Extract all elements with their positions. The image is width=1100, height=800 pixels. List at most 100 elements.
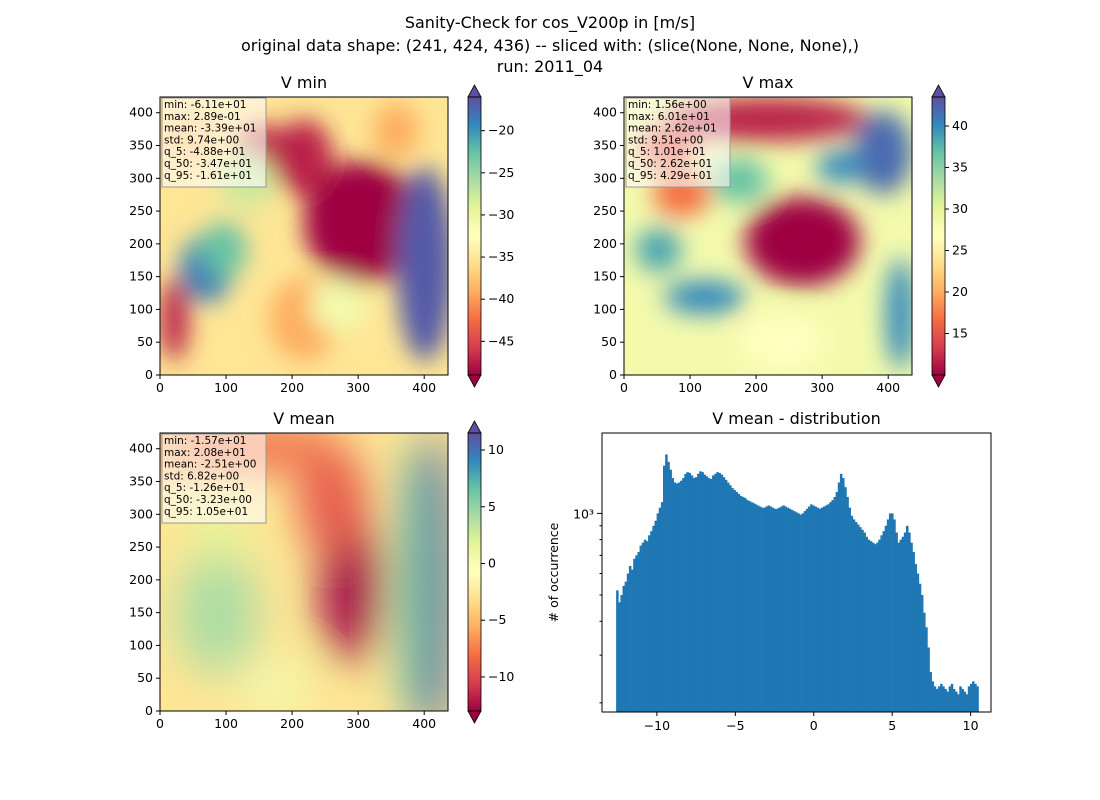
colorbar-extend-bottom [467, 374, 482, 388]
histogram-bar [741, 496, 745, 712]
x-tick-label: 0 [810, 718, 818, 733]
stats-line: std: 9.51e+00 [628, 134, 703, 146]
histogram-bar [675, 483, 679, 712]
histogram-bar [816, 507, 819, 712]
histogram-bar [976, 686, 979, 712]
histogram-bar [726, 482, 730, 712]
histogram-bar [914, 564, 918, 712]
histogram-bar [852, 519, 856, 712]
colorbar: −45 −40 −35 −30 −25 −20 [467, 84, 514, 388]
histogram-bar [925, 627, 928, 712]
histogram-bar [658, 507, 662, 712]
histogram-bar [805, 508, 809, 712]
histogram-bar [788, 508, 792, 712]
y-tick-label: 400 [593, 105, 617, 120]
histogram-bar [871, 542, 875, 712]
histogram-bar [669, 469, 672, 712]
axes-frame [623, 96, 913, 376]
x-tick-label: 400 [876, 380, 900, 395]
histogram-bar [793, 511, 796, 712]
y-tick-label: 100 [593, 301, 617, 316]
histogram-bar [686, 472, 689, 712]
histogram-bar [718, 472, 721, 712]
histogram-bar [765, 506, 768, 712]
heatmap-field [160, 97, 448, 375]
histogram-bar [901, 536, 905, 712]
heatmap-blob [309, 277, 368, 334]
histogram-bar [952, 688, 956, 712]
histogram-bar [716, 472, 719, 712]
histogram-bar [831, 500, 834, 712]
histogram-bar [886, 519, 890, 712]
histogram-bar [874, 544, 877, 712]
stats-line: mean: -2.51e+00 [164, 459, 256, 471]
histogram-bar [908, 532, 911, 712]
histogram-bar [635, 555, 638, 712]
stats-line: q_95: 1.05e+01 [164, 506, 248, 518]
histogram-bar [818, 508, 822, 712]
heatmap-blob [240, 660, 310, 711]
y-tick-label: 400 [129, 441, 153, 456]
histogram-bar [810, 504, 813, 712]
histogram-bar [865, 536, 869, 712]
histogram-bar [846, 496, 849, 712]
x-tick-label: 100 [678, 380, 702, 395]
histogram-bar [616, 590, 619, 712]
heatmap-panel-1: 0 100 200 300 400 0 50 100 150 200 250 300 350 400 V m… [593, 73, 968, 395]
histogram-bar [910, 542, 913, 712]
colorbar-tick-label: −25 [488, 165, 514, 180]
histogram-bar [703, 474, 707, 712]
histogram-bar [667, 461, 670, 712]
histogram-bar [737, 493, 741, 712]
figure-title-line1: Sanity-Check for cos_V200p in [m/s] [405, 13, 695, 33]
y-tick-label: 200 [129, 572, 153, 587]
heatmap-blob [275, 119, 333, 198]
y-tick-label: 400 [129, 105, 153, 120]
stats-line: q_50: 2.62e+01 [628, 158, 712, 170]
stats-line: max: 6.01e+01 [628, 111, 710, 123]
heatmap-blob [739, 313, 826, 370]
histogram-bar [639, 545, 643, 712]
colorbar-extend-bottom [931, 374, 946, 388]
stats-line: q_5: 1.01e+01 [628, 146, 705, 158]
histogram-bar [735, 491, 739, 712]
stats-line: std: 9.74e+00 [164, 134, 239, 146]
histogram-bar [912, 552, 915, 712]
histogram-bar [905, 525, 909, 712]
y-tick-label: 350 [129, 138, 153, 153]
x-tick-label: 300 [346, 716, 370, 731]
y-tick-label: 100 [129, 301, 153, 316]
histogram-bar [969, 683, 973, 712]
histogram-bar [878, 539, 881, 712]
heatmap-blob [298, 452, 368, 553]
histogram-bar [622, 585, 626, 712]
y-tick-label: 300 [129, 506, 153, 521]
histogram-bar [940, 683, 943, 712]
y-tick-label: 250 [129, 203, 153, 218]
histogram-bar [697, 473, 700, 712]
histogram-bar [861, 529, 864, 712]
histogram-bar [863, 532, 866, 712]
histogram-bar [712, 475, 715, 712]
histogram-bar [763, 507, 766, 712]
heatmap-blob [664, 280, 745, 314]
colorbar-tick-label: 20 [952, 284, 968, 299]
y-tick-label: 150 [593, 269, 617, 284]
colorbar-tick-label: −35 [488, 249, 514, 264]
histogram-bar [650, 531, 653, 712]
histogram-bar [965, 694, 969, 712]
histogram-bar [920, 594, 924, 712]
histogram-bar [778, 507, 781, 712]
histogram-bar [671, 478, 675, 712]
colorbar-tick-label: 0 [488, 555, 496, 570]
histogram-bar [974, 683, 977, 712]
histogram-bar [931, 681, 935, 712]
histogram-bar [754, 504, 758, 712]
histogram-bar [780, 506, 783, 712]
histogram-bar [807, 506, 811, 712]
histogram-bar [797, 513, 800, 712]
y-axis-label: # of occurrence [546, 522, 561, 622]
histogram-bar [854, 521, 858, 712]
histogram-bar [680, 480, 683, 712]
x-tick-label: 300 [346, 380, 370, 395]
